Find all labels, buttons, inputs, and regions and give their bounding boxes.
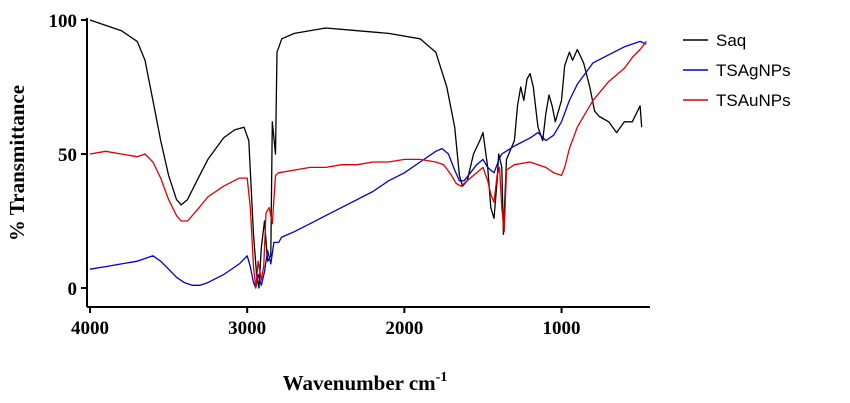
y-ticks: 0 50 100 <box>49 11 87 300</box>
y-tick-label-50: 50 <box>58 145 77 166</box>
legend: Saq TSAgNPs TSAuNPs <box>683 31 791 110</box>
x-tick-label-2000: 2000 <box>385 318 423 339</box>
x-tick-label-4000: 4000 <box>71 318 109 339</box>
legend-label-tsagnps: TSAgNPs <box>716 61 791 80</box>
x-axis-title-superscript: -1 <box>436 370 448 385</box>
x-tick-label-3000: 3000 <box>228 318 266 339</box>
legend-label-saq: Saq <box>716 31 746 50</box>
x-axis-title: Wavenumber cm-1 <box>283 370 448 395</box>
y-tick-label-100: 100 <box>49 11 78 32</box>
x-axis-title-main: Wavenumber cm <box>283 371 437 395</box>
series-line-saq <box>89 19 643 289</box>
y-tick-label-0: 0 <box>68 279 78 300</box>
y-axis-title: % Transmittance <box>5 85 29 241</box>
series-line-tsaunps <box>89 41 647 289</box>
x-tick-label-1000: 1000 <box>543 318 581 339</box>
series-line-tsagnps <box>89 40 647 289</box>
legend-label-tsaunps: TSAuNPs <box>716 91 791 110</box>
axes <box>86 18 650 308</box>
plot-lines <box>89 19 647 289</box>
x-ticks: 4000 3000 2000 1000 <box>71 307 581 339</box>
